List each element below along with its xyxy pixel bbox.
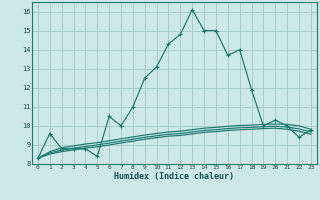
X-axis label: Humidex (Indice chaleur): Humidex (Indice chaleur) bbox=[115, 172, 234, 181]
